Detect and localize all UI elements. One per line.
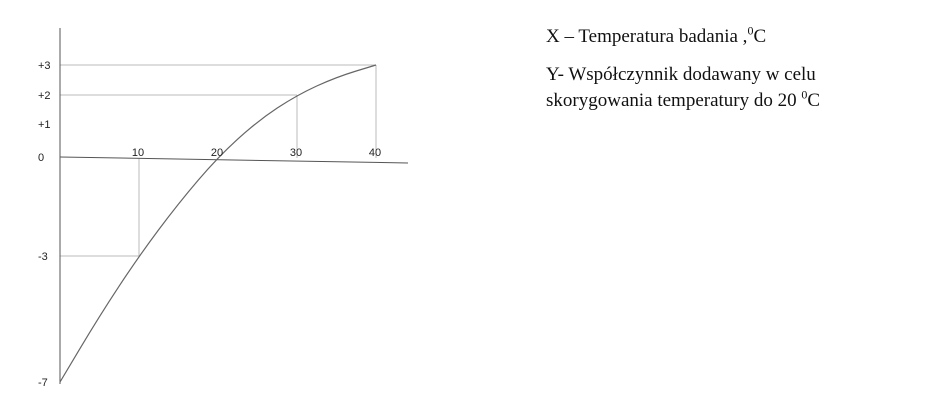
x-degree-sup: 0 [747, 23, 754, 38]
x-tick-label: 20 [211, 147, 223, 159]
correction-curve [59, 64, 377, 383]
y-tick-label: +3 [38, 60, 51, 72]
y-unit: C [807, 90, 821, 111]
x-axis [59, 156, 409, 164]
y-tick-labels: +3 +2 +1 0 -3 -7 [38, 60, 51, 389]
y-tick-label: -3 [38, 251, 48, 263]
y-degree-sup: 0 [801, 87, 808, 102]
guide-lines [60, 64, 377, 257]
x-tick-label: 10 [132, 147, 144, 159]
y-axis-description: Y- Współczynnik dodawany w celu skorygow… [546, 62, 926, 114]
y-tick-label: 0 [38, 152, 44, 164]
x-tick-label: 30 [290, 147, 302, 159]
legend-block: X – Temperatura badania ,0C Y- Współczyn… [546, 24, 926, 126]
y-axis-description-text: Y- Współczynnik dodawany w celu skorygow… [546, 64, 816, 111]
y-tick-label: -7 [38, 377, 48, 389]
x-axis-description: X – Temperatura badania ,0C [546, 24, 926, 50]
x-axis-description-text: X – Temperatura badania , [546, 26, 748, 47]
axes [59, 28, 409, 384]
y-tick-label: +1 [38, 119, 51, 131]
chart-area: 10 20 30 40 +3 +2 +1 0 -3 -7 [38, 28, 409, 389]
x-tick-label: 40 [369, 147, 381, 159]
y-tick-label: +2 [38, 90, 51, 102]
x-unit: C [753, 26, 767, 47]
x-tick-labels: 10 20 30 40 [132, 147, 381, 159]
